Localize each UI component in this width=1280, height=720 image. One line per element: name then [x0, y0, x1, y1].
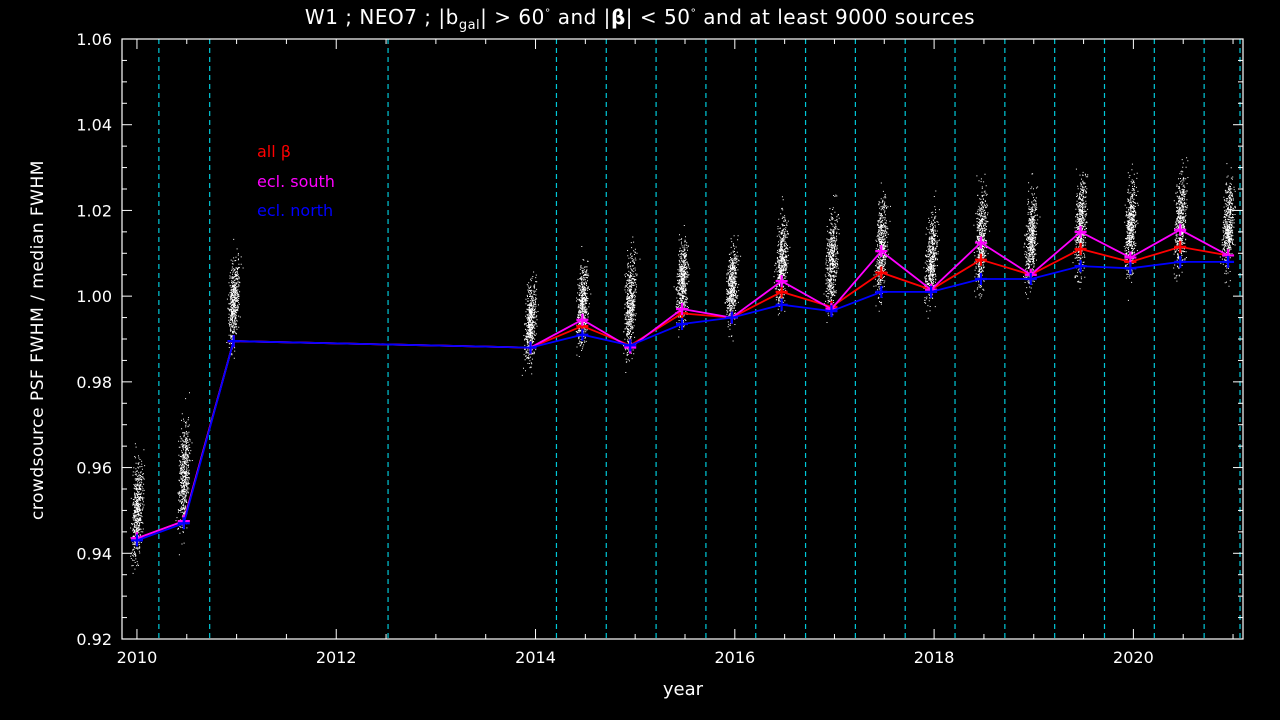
y-tick-label: 0.94 [76, 544, 112, 563]
scatter-points [130, 443, 146, 574]
scatter-points [773, 196, 791, 316]
scatter-cloud [130, 443, 146, 574]
scatter-points [575, 246, 592, 357]
data-point-marker [1024, 273, 1037, 285]
x-axis-label: year [662, 679, 704, 700]
plot-frame [121, 38, 1244, 640]
data-point-marker [1174, 223, 1187, 236]
scatter-points [823, 194, 840, 323]
data-point-marker [1074, 243, 1087, 255]
y-tick-label: 1.06 [76, 30, 112, 49]
y-tick-label: 1.00 [76, 287, 112, 306]
vertical-lines [158, 39, 1241, 639]
scatter-cloud [1123, 163, 1139, 301]
y-tick-label: 0.96 [76, 459, 112, 478]
x-tick-label: 2012 [316, 648, 357, 667]
data-point-marker [775, 298, 788, 311]
scatter-cloud [823, 194, 840, 323]
data-point-marker [1174, 255, 1187, 268]
y-tick-label: 1.04 [76, 116, 112, 135]
data-point-marker [177, 517, 190, 530]
data-point-marker [676, 318, 689, 330]
scatter-points [724, 235, 742, 342]
scatter-points [226, 238, 244, 360]
data-point-marker [576, 313, 589, 326]
scatter-points [521, 271, 539, 376]
scatter-cloud [923, 190, 940, 319]
data-point-marker [1124, 262, 1137, 275]
data-point-marker [974, 236, 987, 249]
data-point-marker [775, 285, 788, 298]
data-point-marker [725, 311, 738, 324]
x-tick-label: 2016 [714, 648, 755, 667]
series-line [136, 260, 1229, 542]
data-point-marker [1074, 260, 1087, 273]
axes: 2010 2012 2014 2016 2018 2020 0.92 0.94 0.96 0.98… [76, 30, 1244, 667]
scatter-points [175, 392, 193, 556]
data-point-marker [775, 275, 788, 288]
scatter-points [1123, 163, 1139, 301]
data-point-marker [576, 328, 589, 341]
data-point-marker [227, 335, 240, 348]
scatter-cloud [673, 225, 691, 338]
x-tick-label: 2018 [914, 648, 955, 667]
data-point-marker [925, 285, 938, 298]
data-point-marker [624, 339, 637, 352]
scatter-cloud [622, 236, 641, 373]
data-point-marker [825, 305, 838, 318]
y-tick-label: 1.02 [76, 201, 112, 220]
legend-item-all-beta: all β [257, 142, 291, 161]
scatter-points [673, 225, 691, 338]
chart-title: W1 ; NEO7 ; |bgal| > 60° and |β| < 50° a… [304, 5, 976, 33]
scatter-cloud [575, 246, 592, 357]
data-point-marker [130, 534, 143, 547]
data-point-marker [974, 253, 987, 266]
data-point-marker [1174, 240, 1187, 253]
data-point-marker [1222, 255, 1235, 268]
scatter-cloud [521, 271, 539, 376]
data-point-marker [875, 245, 888, 258]
y-tick-label: 0.92 [76, 630, 112, 649]
y-tick-label: 0.98 [76, 373, 112, 392]
x-tick-label: 2010 [117, 648, 158, 667]
scatter-cloud [175, 392, 193, 556]
x-tick-label: 2020 [1113, 648, 1154, 667]
scatter-points [622, 236, 641, 373]
legend-item-ecl-south: ecl. south [257, 171, 335, 191]
y-axis-label: crowdsource PSF FWHM / median FWHM [28, 160, 48, 520]
scatter-cloud [226, 238, 244, 360]
data-point-marker [524, 341, 537, 354]
data-point-marker [875, 266, 888, 279]
scatter-cloud [724, 235, 742, 342]
legend-item-ecl-north: ecl. north [257, 201, 334, 220]
scatter-cloud [773, 196, 791, 316]
data-point-marker [1074, 225, 1087, 238]
scatter-points [923, 190, 940, 319]
series-lines [130, 223, 1235, 547]
legend: all β ecl. south ecl. north [257, 137, 335, 226]
data-point-marker [875, 285, 888, 298]
series-ecl-north [130, 255, 1235, 547]
x-tick-label: 2014 [515, 648, 556, 667]
data-point-marker [974, 273, 987, 285]
data-point-marker [676, 303, 689, 315]
data-point-marker [1124, 251, 1137, 264]
